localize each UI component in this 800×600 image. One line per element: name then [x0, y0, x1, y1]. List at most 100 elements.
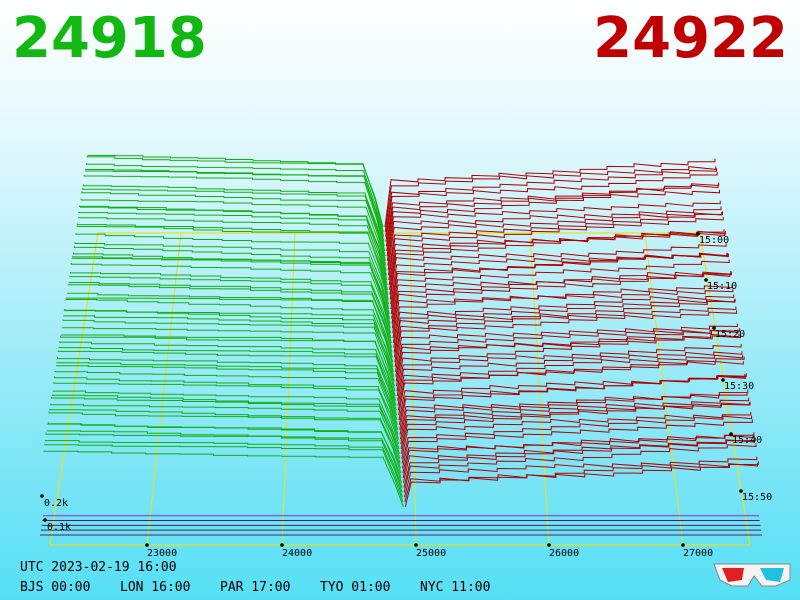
- ask-depth-line: [401, 412, 752, 459]
- ask-depth-line: [402, 419, 753, 469]
- bid-depth-line: [47, 423, 402, 483]
- bid-depth-line: [50, 403, 401, 464]
- ask-depth-line: [397, 351, 743, 401]
- bid-depth-line: [71, 257, 391, 329]
- clock: PAR 17:00: [220, 580, 291, 595]
- ask-depth-line: [387, 206, 722, 266]
- depth-tick: [40, 494, 44, 498]
- price-tick: [145, 543, 149, 547]
- ask-depth-line: [400, 401, 751, 454]
- price-grid-line: [529, 232, 550, 546]
- time-tick-label: 15:00: [699, 235, 729, 246]
- time-tick: [696, 232, 700, 236]
- clock: TYO 01:00: [320, 580, 391, 595]
- depth-tick-label: 0.1k: [47, 522, 71, 533]
- ask-depth-line: [394, 306, 737, 363]
- ask-depth-line: [404, 463, 758, 503]
- bid-depth-line: [58, 346, 397, 411]
- ask-depth-line: [403, 443, 757, 493]
- ask-depth-line: [398, 374, 746, 421]
- bid-depth-line: [82, 187, 386, 261]
- ask-depth-line: [390, 253, 729, 314]
- time-tick: [712, 326, 716, 330]
- ask-depth-line: [389, 230, 726, 295]
- ask-depth-line: [396, 334, 741, 392]
- ask-depth-line: [386, 200, 721, 261]
- bid-depth-line: [60, 335, 397, 401]
- depth-tick: [43, 518, 47, 522]
- time-tick-label: 15:10: [707, 281, 737, 292]
- ask-depth-line: [401, 415, 753, 464]
- bid-depth-line: [62, 319, 395, 387]
- ask-depth-line: [388, 216, 724, 281]
- bid-depth-line: [63, 315, 395, 382]
- ask-depth-line: [395, 333, 740, 382]
- cyan-lens: [760, 568, 784, 582]
- bid-depth-line: [85, 168, 385, 242]
- red-lens: [722, 568, 744, 582]
- bid-depth-line: [65, 298, 394, 368]
- ask-depth-line: [391, 259, 730, 319]
- bid-depth-line: [51, 394, 400, 454]
- ask-depth-line: [397, 354, 744, 406]
- bid-depth-line: [74, 242, 390, 310]
- ask-depth-line: [403, 437, 756, 488]
- ask-depth-line: [395, 329, 739, 377]
- ask-depth-line: [394, 310, 738, 367]
- ask-depth-line: [387, 212, 723, 271]
- ask-depth-line: [399, 389, 749, 440]
- bid-depth-line: [48, 411, 402, 474]
- ask-depth-line: [404, 456, 758, 498]
- bid-depth-line: [70, 263, 392, 334]
- bid-depth-line: [80, 198, 387, 271]
- 3d-glasses-icon[interactable]: [713, 563, 791, 587]
- bid-depth-line: [87, 155, 384, 228]
- ask-depth-line: [402, 432, 755, 479]
- price-tick-label: 25000: [416, 548, 446, 559]
- bid-depth-line: [75, 233, 390, 305]
- bid-depth-line: [81, 191, 387, 266]
- bid-depth-line: [82, 184, 386, 257]
- bid-depth-line: [54, 376, 399, 440]
- bid-depth-line: [85, 170, 385, 247]
- bid-depth-line: [53, 382, 400, 445]
- bid-depth-line: [57, 350, 398, 416]
- clock: BJS 00:00: [20, 580, 91, 595]
- bid-depth-line: [73, 246, 390, 315]
- bid-depth-line: [50, 397, 401, 459]
- depth-tick-label: 0.2k: [44, 498, 68, 509]
- bid-depth-line: [66, 292, 393, 358]
- bid-depth-line: [76, 226, 389, 300]
- bid-depth-line: [52, 390, 400, 450]
- bid-depth-line: [66, 297, 394, 363]
- ask-price: 24922: [593, 6, 788, 71]
- bid-depth-line: [76, 223, 389, 295]
- price-grid-line: [281, 232, 296, 546]
- bid-depth-line: [83, 174, 386, 252]
- time-tick: [739, 489, 743, 493]
- bid-depth-line: [62, 327, 396, 392]
- ask-depth-line: [385, 172, 718, 242]
- bid-depth-line: [43, 450, 404, 508]
- ask-depth-line: [396, 344, 742, 396]
- bid-depth-line: [86, 163, 385, 237]
- bid-depth-line: [77, 217, 388, 290]
- time-tick: [704, 278, 708, 282]
- ask-depth-line: [396, 328, 741, 387]
- ask-depth-line: [399, 373, 747, 430]
- bid-depth-line: [59, 341, 397, 406]
- ask-depth-line: [404, 461, 759, 508]
- bid-depth-line: [69, 276, 392, 343]
- price-tick: [547, 543, 551, 547]
- bid-depth-line: [56, 365, 399, 430]
- price-tick-label: 24000: [282, 548, 312, 559]
- bid-depth-line: [86, 156, 384, 232]
- ask-depth-line: [391, 271, 732, 329]
- time-tick-label: 15:30: [724, 381, 754, 392]
- bid-depth-line: [70, 272, 392, 339]
- price-grid-line: [409, 232, 417, 546]
- ask-depth-line: [390, 252, 728, 305]
- bid-price: 24918: [12, 6, 207, 71]
- ask-depth-line: [388, 211, 723, 276]
